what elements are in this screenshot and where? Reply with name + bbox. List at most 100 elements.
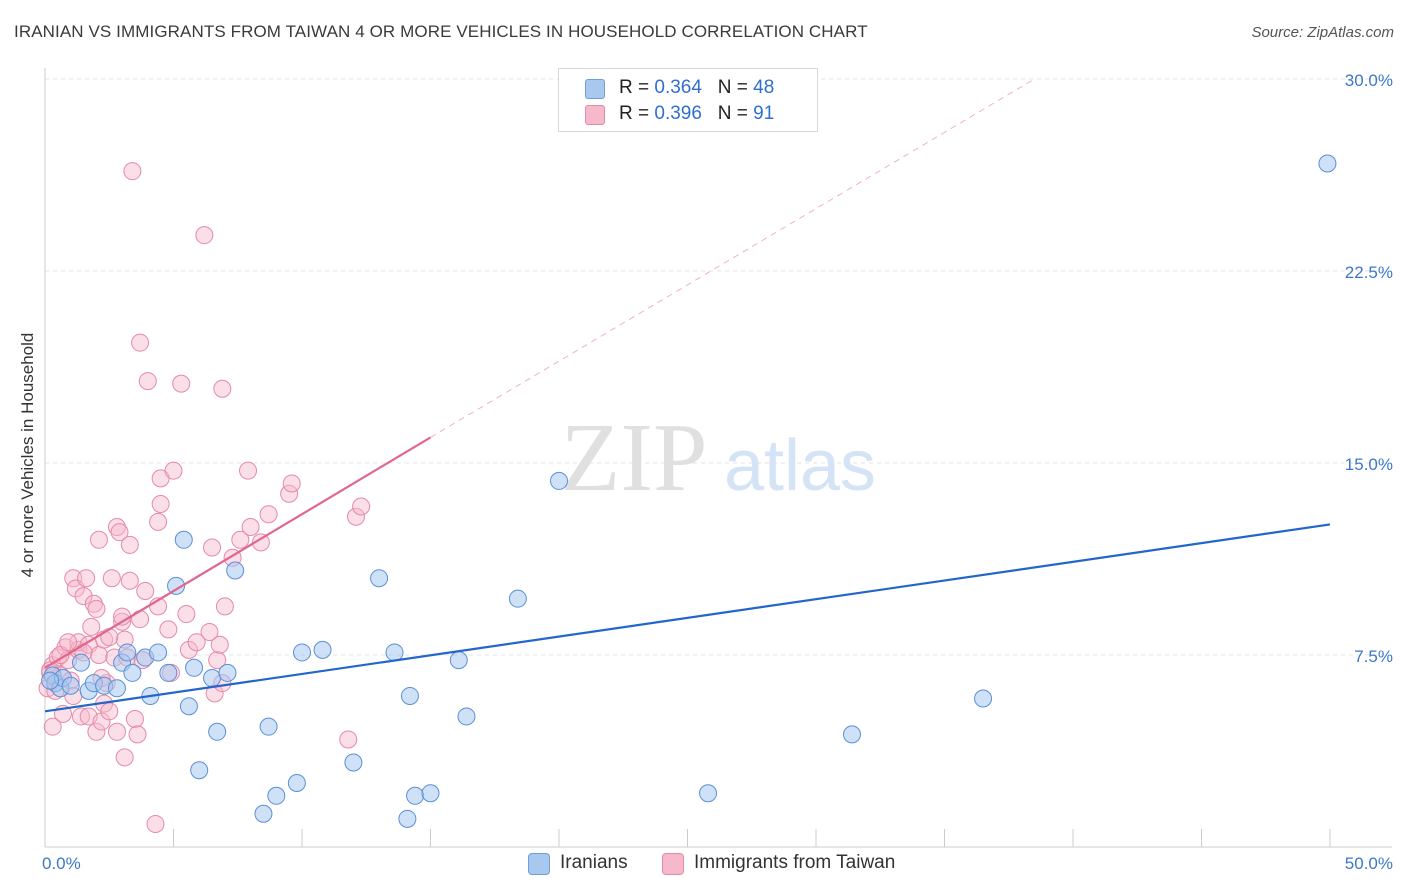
iranian-point (61, 676, 80, 695)
taiwan-point (346, 507, 365, 526)
iranian-point (259, 717, 278, 736)
watermark: ZIP atlas (561, 404, 877, 512)
taiwan-point (231, 530, 250, 549)
taiwan-point (89, 530, 108, 549)
taiwan-point (43, 717, 62, 736)
iranian-point (400, 686, 419, 705)
iranian-point (842, 725, 861, 744)
taiwan-point (71, 707, 90, 726)
chart-title: IRANIAN VS IMMIGRANTS FROM TAIWAN 4 OR M… (14, 22, 868, 41)
iranian-point (41, 671, 60, 690)
iranian-point (71, 653, 90, 672)
iranian-point (218, 663, 237, 682)
iranian-point (457, 707, 476, 726)
correlation-legend: R = 0.364 N = 48 R = 0.396 N = 91 (558, 68, 818, 132)
watermark-atlas: atlas (724, 426, 876, 506)
iranian-point (149, 643, 168, 662)
taiwan-point (164, 461, 183, 480)
bottom-legend-swatch-iranians (528, 853, 550, 875)
legend-n-value-iranians: 48 (753, 77, 775, 98)
legend-swatch-iranians (585, 79, 605, 99)
iranian-point (208, 722, 227, 741)
iranian-point (118, 643, 137, 662)
watermark-zip: ZIP (561, 404, 708, 512)
taiwan-point (208, 651, 227, 670)
taiwan-point (251, 533, 270, 552)
iranian-point (287, 774, 306, 792)
y-axis-label: 4 or more Vehicles in Household (18, 332, 37, 578)
grid-lines (45, 78, 1392, 656)
bottom-legend-swatch-taiwan (662, 853, 684, 875)
taiwan-point (136, 582, 155, 600)
taiwan-point (100, 628, 119, 647)
taiwan-point (120, 535, 139, 554)
taiwan-point (179, 640, 198, 659)
legend-n-value-taiwan: 91 (753, 103, 775, 124)
iranian-point (508, 589, 527, 608)
taiwan-point (89, 646, 108, 664)
bottom-legend-label-iranians: Iranians (560, 852, 628, 873)
taiwan-point (123, 162, 142, 181)
iranian-point (370, 569, 389, 588)
iranian-point (313, 640, 332, 659)
taiwan-point (239, 461, 258, 480)
iranian-point (174, 530, 193, 549)
taiwan-point (282, 474, 301, 493)
taiwan-point (200, 622, 219, 641)
taiwan-point (259, 505, 278, 524)
taiwan-point (339, 730, 358, 749)
iranian-point (406, 786, 425, 805)
taiwan-point (241, 518, 260, 536)
taiwan-point (131, 610, 150, 629)
taiwan-point (138, 372, 157, 391)
taiwan-point (120, 571, 139, 590)
taiwan-point (107, 722, 126, 741)
iranian-point (293, 643, 311, 662)
x-tick-label: 0.0% (42, 854, 81, 873)
iranian-trend-line (44, 523, 1331, 713)
x-tick-label: 50.0% (1345, 854, 1393, 873)
iranian-point (449, 651, 468, 670)
taiwan-point (74, 587, 93, 606)
legend-r-label: R = (619, 77, 655, 98)
y-tick-label: 15.0% (1345, 455, 1393, 474)
axes (44, 68, 1392, 848)
iranian-point (699, 784, 718, 803)
iranian-point (203, 669, 222, 688)
tick-labels: 7.5% 15.0% 22.5% 30.0% 0.0% 50.0% (42, 71, 1393, 873)
taiwan-point (280, 484, 299, 503)
iranian-point (167, 576, 186, 595)
legend-n-label: N = (717, 77, 754, 98)
taiwan-point (177, 605, 196, 624)
taiwan-point (187, 633, 206, 652)
taiwan-point (159, 620, 178, 639)
iranian-point (385, 643, 404, 662)
legend-r-label: R = (619, 103, 655, 124)
iranian-point (550, 471, 568, 490)
taiwan-point (100, 702, 119, 721)
taiwan-point (128, 725, 147, 744)
taiwan-point (82, 617, 101, 636)
taiwan-point (110, 523, 129, 542)
taiwan-point (210, 635, 229, 654)
taiwan-point (146, 814, 165, 833)
iranian-point (179, 697, 198, 716)
legend-r-value-iranians: 0.364 (654, 77, 702, 98)
taiwan-point (213, 379, 232, 398)
iranian-points (41, 154, 1337, 828)
taiwan-point (92, 712, 111, 731)
taiwan-point (352, 497, 371, 516)
iranian-point (1318, 154, 1337, 173)
legend-n-label: N = (717, 103, 754, 124)
taiwan-point (215, 597, 234, 616)
taiwan-point (149, 512, 168, 531)
iranian-point (190, 761, 209, 780)
legend-r-value-taiwan: 0.396 (654, 103, 702, 124)
taiwan-point (102, 569, 121, 588)
taiwan-points (38, 162, 371, 833)
taiwan-point (107, 518, 126, 536)
iranian-point (267, 786, 286, 805)
taiwan-point (172, 374, 191, 393)
iranian-point (254, 804, 273, 823)
